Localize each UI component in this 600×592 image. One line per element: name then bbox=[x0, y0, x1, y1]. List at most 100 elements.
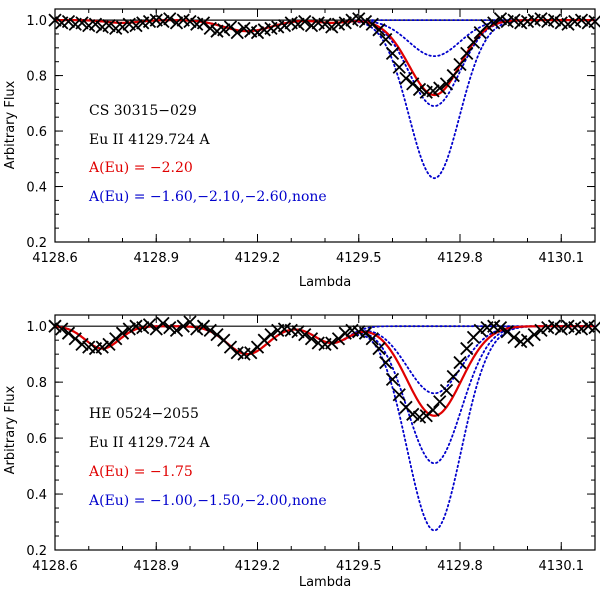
top-observed-point bbox=[304, 19, 319, 33]
bottom-observed-point bbox=[156, 316, 170, 331]
top-y-tick-label: 0.8 bbox=[26, 70, 47, 85]
bottom-observed-point bbox=[385, 372, 400, 386]
top-x-tick-label: 4128.9 bbox=[134, 251, 180, 266]
top-observed-point bbox=[392, 60, 406, 74]
bottom-y-tick-label: 1.0 bbox=[26, 320, 47, 335]
top-x-tick-label: 4129.8 bbox=[437, 251, 483, 266]
bottom-y-tick-label: 0.8 bbox=[26, 376, 47, 391]
bottom-observed-point bbox=[95, 340, 109, 354]
bottom-best-fit-curve bbox=[54, 325, 595, 417]
top-observed-point bbox=[129, 19, 143, 33]
top-observed-point bbox=[291, 17, 305, 31]
top-observed-point bbox=[358, 14, 373, 29]
bottom-star-name: HE 0524−2055 bbox=[89, 406, 199, 422]
top-observed-point bbox=[352, 12, 366, 26]
bottom-plot-area: 4128.6 4128.9 4129.2 4129.5 4129.8 4130.1 0.2 0… bbox=[26, 314, 600, 574]
bottom-observed-point bbox=[574, 322, 589, 336]
top-observed-point bbox=[588, 14, 600, 29]
bottom-observed-point bbox=[196, 319, 211, 333]
top-observed-point bbox=[338, 16, 352, 30]
top-observed-point bbox=[547, 13, 562, 27]
bottom-observed-point bbox=[426, 403, 440, 417]
top-best-fit-label: A(Eu) = −2.20 bbox=[88, 160, 193, 176]
bottom-observed-point bbox=[169, 323, 184, 338]
bottom-observed-point bbox=[372, 341, 386, 356]
top-y-tick-label: 0.6 bbox=[26, 125, 47, 140]
top-y-tick-label: 0.4 bbox=[26, 181, 47, 196]
bottom-observed-point bbox=[304, 332, 319, 346]
top-observed-point bbox=[446, 68, 460, 83]
top-observed-point bbox=[439, 77, 454, 91]
top-best-fit-curve bbox=[55, 19, 595, 97]
top-observed-point bbox=[217, 23, 231, 37]
bottom-observed-point bbox=[264, 327, 278, 342]
top-x-tick-label: 4128.6 bbox=[32, 251, 78, 266]
bottom-observed-point bbox=[176, 319, 190, 333]
bottom-x-tick-label: 4128.6 bbox=[32, 559, 78, 574]
bottom-x-axis-title: Lambda bbox=[299, 575, 351, 590]
top-observed-point bbox=[75, 16, 89, 30]
top-annotations: CS 30315−029 Eu II 4129.724 A A(Eu) = −2… bbox=[88, 103, 327, 205]
bottom-annotations: HE 0524−2055 Eu II 4129.724 A A(Eu) = −1… bbox=[88, 406, 327, 509]
bottom-plot-frame bbox=[54, 314, 596, 551]
bottom-observed-point bbox=[554, 322, 568, 336]
bottom-observed-point bbox=[365, 332, 379, 346]
bottom-models-label: A(Eu) = −1.00,−1.50,−2.00,none bbox=[88, 493, 327, 509]
top-plot-area: 4128.6 4128.9 4129.2 4129.5 4129.8 4130.1 0.2 0… bbox=[26, 8, 600, 266]
bottom-x-tick-label: 4129.8 bbox=[437, 559, 483, 574]
top-observed-point bbox=[298, 14, 312, 29]
bottom-observed-point bbox=[473, 323, 487, 338]
bottom-observed-point bbox=[291, 325, 305, 339]
bottom-line-id: Eu II 4129.724 A bbox=[89, 435, 210, 451]
bottom-observed-point bbox=[588, 320, 600, 335]
top-observed-point bbox=[237, 21, 251, 36]
top-observed-point bbox=[453, 57, 467, 72]
top-models-label: A(Eu) = −1.60,−2.10,−2.60,none bbox=[88, 189, 327, 205]
bottom-observed-point bbox=[136, 320, 150, 335]
bottom-observed-point bbox=[75, 337, 89, 352]
top-observed-point bbox=[115, 20, 130, 34]
bottom-model-curve-3 bbox=[54, 325, 596, 356]
top-y-axis-title: Arbitrary Flux bbox=[3, 80, 18, 169]
top-observed-points bbox=[48, 12, 600, 99]
bottom-observed-point bbox=[122, 322, 136, 336]
top-observed-point bbox=[183, 14, 197, 29]
top-x-tick-label: 4130.1 bbox=[539, 251, 585, 266]
top-x-tick-label: 4129.5 bbox=[336, 251, 382, 266]
top-x-axis-title: Lambda bbox=[299, 275, 351, 290]
bottom-observed-point bbox=[527, 327, 541, 342]
top-observed-point bbox=[277, 19, 292, 33]
top-observed-point bbox=[163, 12, 177, 26]
top-y-tick-label: 0.2 bbox=[26, 236, 47, 251]
top-star-name: CS 30315−029 bbox=[89, 103, 197, 119]
bottom-observed-point bbox=[142, 318, 157, 332]
top-model-curve-0 bbox=[54, 19, 596, 180]
bottom-observed-point bbox=[460, 341, 474, 356]
bottom-y-tick-label: 0.4 bbox=[26, 488, 47, 503]
bottom-observed-point bbox=[203, 323, 217, 338]
top-observed-point bbox=[480, 19, 494, 33]
bottom-y-tick-label: 0.6 bbox=[26, 432, 47, 447]
bottom-y-tick-label: 0.2 bbox=[26, 544, 47, 559]
top-panel: 4128.6 4128.9 4129.2 4129.5 4129.8 4130.1 0.2 0… bbox=[3, 8, 600, 290]
top-observed-point bbox=[250, 25, 265, 40]
bottom-observed-point bbox=[379, 355, 393, 370]
top-observed-point bbox=[203, 21, 217, 36]
top-observed-point bbox=[426, 84, 440, 98]
top-y-tick-label: 1.0 bbox=[26, 14, 47, 29]
top-observed-point bbox=[372, 23, 386, 37]
top-observed-point bbox=[379, 32, 393, 47]
bottom-observed-point bbox=[48, 319, 62, 333]
bottom-observed-point bbox=[190, 322, 204, 336]
top-line-id: Eu II 4129.724 A bbox=[89, 132, 210, 148]
bottom-y-axis-title: Arbitrary Flux bbox=[3, 385, 18, 474]
bottom-observed-point bbox=[338, 326, 352, 340]
bottom-observed-point bbox=[115, 326, 130, 340]
top-model-curve-1 bbox=[54, 19, 596, 107]
bottom-x-tick-label: 4130.1 bbox=[539, 559, 585, 574]
bottom-observed-point bbox=[406, 407, 420, 421]
top-observed-point bbox=[574, 13, 589, 27]
top-observed-point bbox=[325, 20, 339, 34]
bottom-observed-point bbox=[392, 388, 406, 402]
